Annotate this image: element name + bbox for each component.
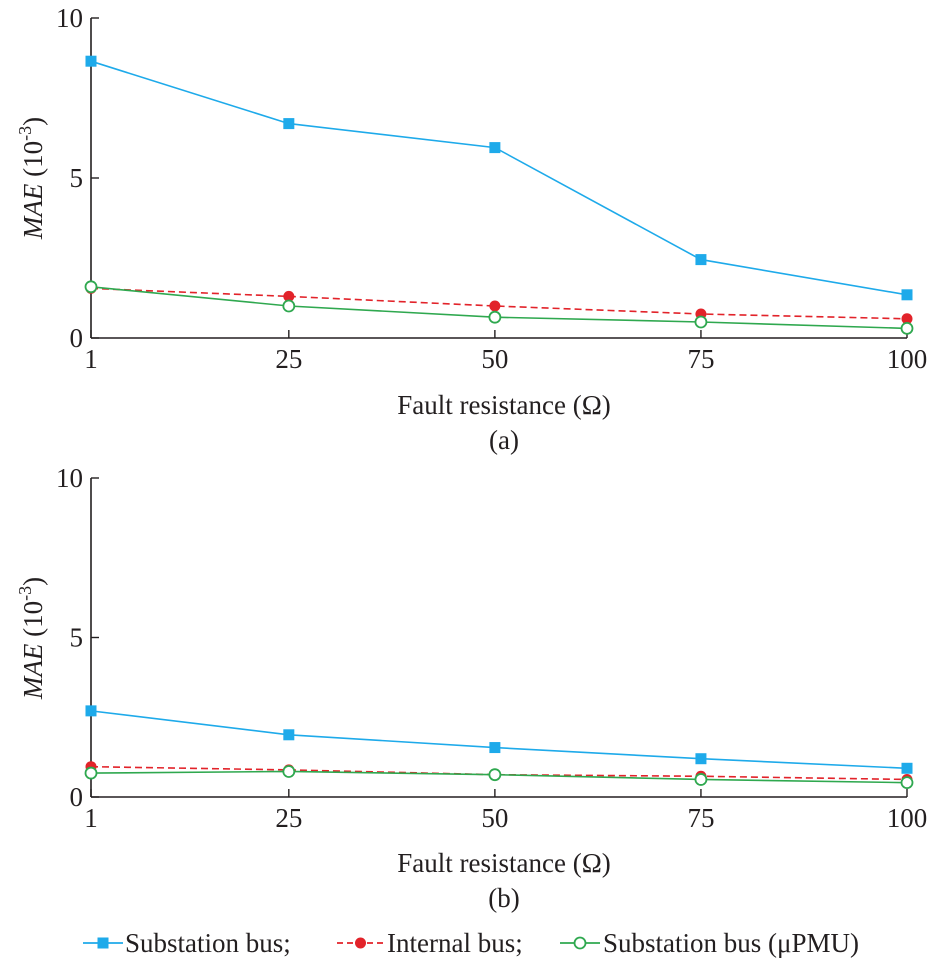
data-point [85, 55, 97, 67]
chart-panel-b: 0 5 10 1 25 50 75 100 Fault resistance (Ω) MAE (1… [15, 463, 927, 913]
panel-label: (a) [489, 425, 519, 455]
x-tick-label: 100 [887, 344, 928, 374]
chart-panel-a: 0 5 10 1 25 50 75 100 Fault resistance (Ω) MAE (1… [15, 3, 927, 455]
y-axis-title: MAE (10-3) [15, 117, 48, 240]
data-point [901, 762, 913, 774]
y-axis-title-unit: (10 [18, 141, 48, 184]
x-axis-title: Fault resistance (Ω) [397, 848, 611, 878]
legend-item: Substation bus; [83, 928, 291, 958]
data-point [84, 280, 98, 294]
data-point [283, 118, 295, 130]
y-axis-title-unit: (10 [18, 601, 48, 644]
data-point [283, 290, 295, 302]
series-3 [84, 765, 914, 790]
data-point [489, 300, 501, 312]
y-tick-label: 5 [70, 163, 84, 193]
data-point [901, 313, 913, 325]
data-point [488, 768, 502, 782]
x-tick-label: 1 [84, 803, 98, 833]
y-tick-label: 10 [56, 463, 83, 493]
legend-label: Substation bus; [125, 928, 291, 958]
data-point [489, 142, 501, 154]
series-1 [85, 705, 913, 774]
y-tick-label: 0 [70, 323, 84, 353]
y-axis-title-exponent: -3 [15, 586, 35, 601]
data-point [900, 321, 914, 335]
y-tick-label: 0 [70, 782, 84, 812]
y-axis-title-main: MAE [18, 643, 48, 700]
y-tick-label: 5 [70, 623, 84, 653]
series-line [90, 60, 908, 296]
data-point [282, 765, 296, 778]
x-axis-title: Fault resistance (Ω) [397, 390, 611, 420]
y-axis-title: MAE (10-3) [15, 577, 48, 700]
legend-item: Substation bus (μPMU) [560, 928, 859, 958]
y-tick-label: 10 [56, 3, 83, 33]
series-line [90, 710, 908, 770]
legend-swatch-marker [97, 937, 109, 949]
x-tick-label: 50 [481, 803, 508, 833]
data-point [900, 776, 914, 790]
x-tick-label: 100 [887, 803, 928, 833]
data-point [694, 773, 708, 786]
x-tick-label: 75 [687, 344, 714, 374]
x-tick-label: 25 [275, 344, 302, 374]
y-axis-title-close: ) [18, 117, 48, 126]
data-point [84, 766, 98, 780]
legend-item: Internal bus; [337, 928, 523, 958]
y-axis-title-close: ) [18, 577, 48, 586]
legend-swatch-marker [573, 936, 587, 950]
data-point [489, 742, 501, 754]
y-axis-title-main: MAE [18, 183, 48, 240]
legend-label: Substation bus (μPMU) [603, 928, 859, 958]
legend-label: Internal bus; [387, 928, 523, 958]
legend-swatch-marker [355, 937, 366, 949]
data-point [695, 753, 707, 765]
data-point [282, 299, 296, 313]
data-point [901, 289, 913, 301]
y-axis-title-exponent: -3 [15, 126, 35, 141]
data-point [283, 729, 295, 741]
legend: Substation bus; Internal bus; Substation b… [83, 928, 859, 958]
data-point [488, 310, 502, 324]
series-1 [85, 55, 913, 301]
x-tick-label: 75 [687, 803, 714, 833]
panel-label: (b) [488, 883, 519, 913]
x-tick-label: 1 [84, 344, 98, 374]
x-tick-label: 50 [481, 344, 508, 374]
data-point [85, 705, 97, 717]
data-point [695, 254, 707, 266]
x-tick-label: 25 [275, 803, 302, 833]
series-3 [84, 280, 914, 335]
data-point [694, 315, 708, 329]
